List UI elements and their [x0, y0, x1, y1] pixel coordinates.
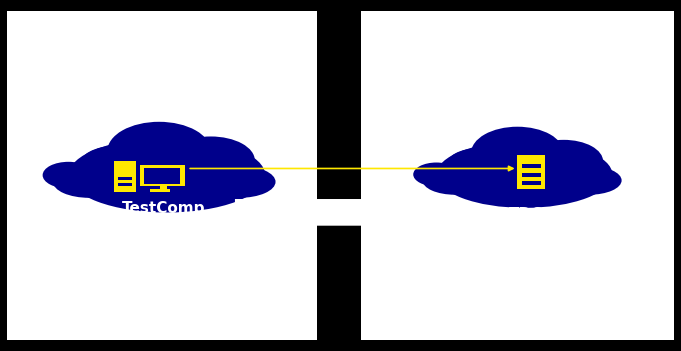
- Ellipse shape: [167, 137, 255, 185]
- FancyBboxPatch shape: [522, 164, 541, 168]
- FancyBboxPatch shape: [522, 172, 541, 177]
- FancyBboxPatch shape: [118, 183, 132, 186]
- Ellipse shape: [445, 148, 511, 184]
- Ellipse shape: [53, 166, 125, 198]
- Ellipse shape: [79, 146, 151, 186]
- Ellipse shape: [203, 166, 276, 198]
- FancyBboxPatch shape: [150, 189, 170, 192]
- Text: treetest.lab: treetest.lab: [487, 91, 589, 106]
- Ellipse shape: [110, 174, 224, 211]
- Text: TDC1: TDC1: [509, 207, 554, 221]
- Ellipse shape: [413, 163, 460, 186]
- FancyBboxPatch shape: [118, 177, 132, 180]
- Text: semperis.lab: semperis.lab: [139, 84, 249, 99]
- FancyBboxPatch shape: [160, 185, 167, 190]
- Ellipse shape: [437, 141, 612, 208]
- Ellipse shape: [524, 140, 603, 183]
- Ellipse shape: [422, 166, 488, 195]
- FancyBboxPatch shape: [144, 168, 180, 184]
- FancyBboxPatch shape: [517, 154, 545, 190]
- FancyBboxPatch shape: [114, 161, 136, 192]
- Text: TestComp: TestComp: [122, 201, 205, 216]
- Ellipse shape: [473, 173, 575, 207]
- FancyBboxPatch shape: [522, 181, 541, 185]
- Ellipse shape: [43, 162, 95, 188]
- FancyBboxPatch shape: [361, 11, 674, 340]
- Polygon shape: [235, 186, 436, 239]
- Ellipse shape: [557, 166, 622, 195]
- Ellipse shape: [471, 127, 564, 179]
- Ellipse shape: [108, 122, 211, 180]
- Ellipse shape: [69, 138, 265, 212]
- FancyBboxPatch shape: [7, 11, 317, 340]
- FancyBboxPatch shape: [140, 165, 185, 186]
